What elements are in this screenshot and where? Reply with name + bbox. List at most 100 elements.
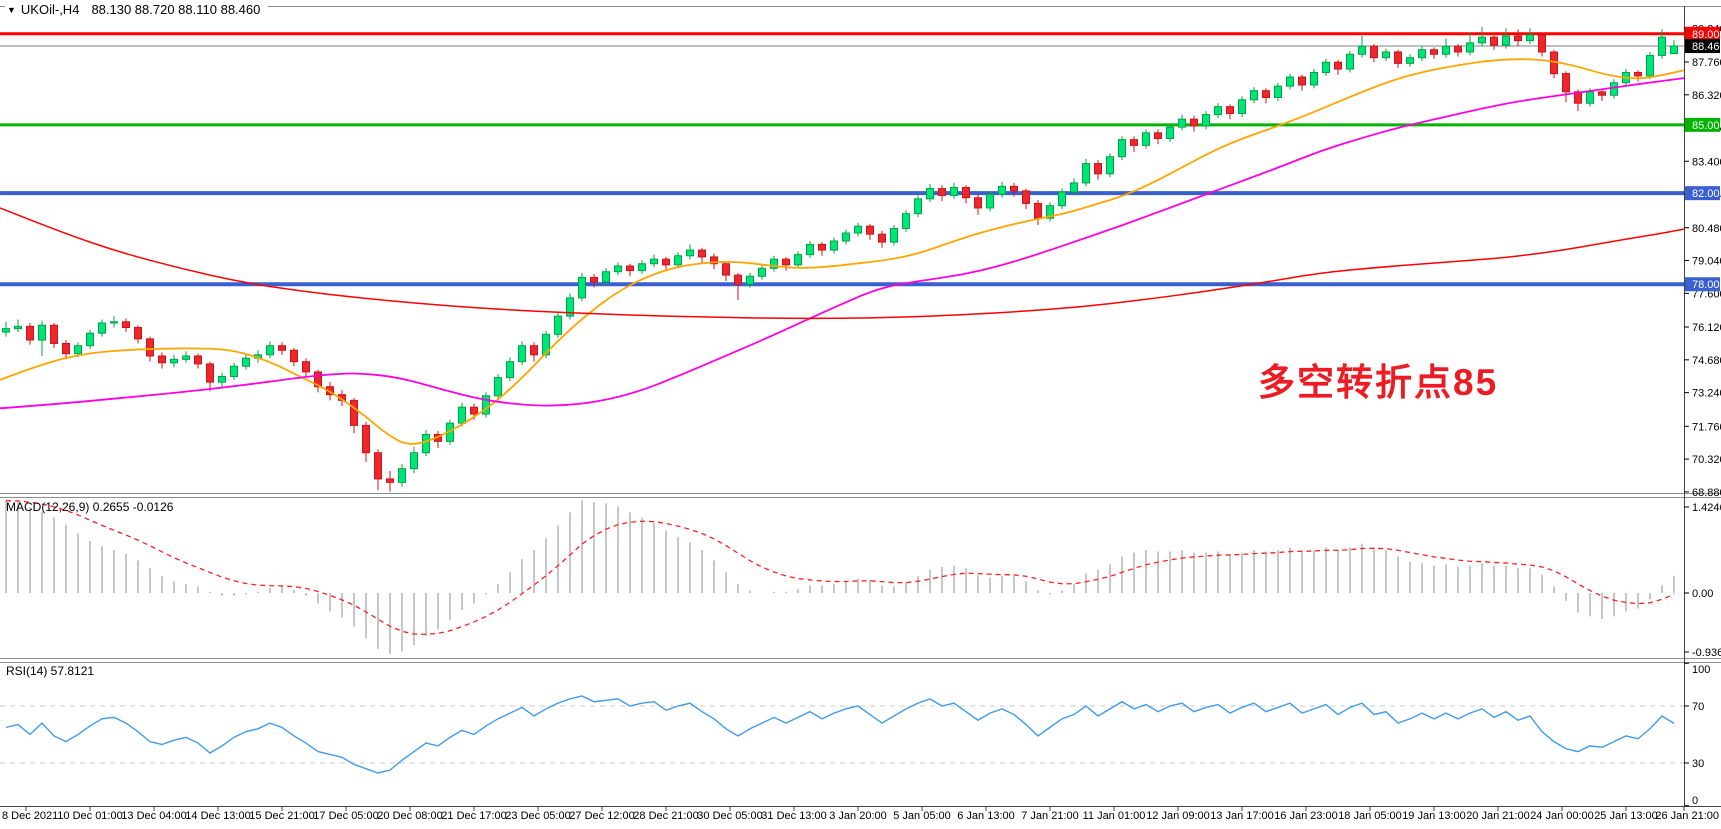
candle	[1418, 49, 1426, 59]
candle	[1142, 132, 1150, 146]
candle	[1166, 126, 1174, 140]
svg-text:30 Dec 05:00: 30 Dec 05:00	[697, 810, 762, 822]
candle	[662, 258, 670, 266]
svg-text:17 Dec 05:00: 17 Dec 05:00	[313, 810, 378, 822]
candle	[1358, 45, 1366, 55]
candle	[1082, 163, 1090, 184]
candle	[1058, 191, 1066, 207]
candle	[1610, 82, 1618, 96]
svg-text:80.480: 80.480	[1692, 223, 1721, 235]
candle	[62, 342, 70, 355]
svg-text:18 Jan 05:00: 18 Jan 05:00	[1338, 810, 1402, 822]
candlestick-series	[2, 26, 1678, 492]
ma-fast-line	[0, 58, 1685, 445]
candle	[530, 345, 538, 356]
candle	[1214, 106, 1222, 116]
candle	[98, 322, 106, 334]
candle	[242, 357, 250, 367]
candle	[86, 332, 94, 347]
svg-text:86.320: 86.320	[1692, 90, 1721, 102]
candle	[266, 345, 274, 356]
candle	[1658, 36, 1666, 56]
candle	[398, 468, 406, 483]
svg-text:82.000: 82.000	[1692, 188, 1721, 200]
svg-text:20 Dec 08:00: 20 Dec 08:00	[377, 810, 442, 822]
candle	[1070, 182, 1078, 193]
svg-text:5 Jan 05:00: 5 Jan 05:00	[893, 810, 951, 822]
candle	[1154, 132, 1162, 140]
candle	[518, 345, 526, 363]
candle	[698, 249, 706, 258]
candle	[170, 358, 178, 364]
svg-text:68.880: 68.880	[1692, 487, 1721, 499]
candle	[1094, 163, 1102, 175]
candle	[1334, 61, 1342, 70]
candle	[26, 325, 34, 341]
chart-annotation-text: 多空转折点85	[1258, 362, 1499, 403]
candle	[1250, 90, 1258, 101]
candle	[218, 375, 226, 383]
candle	[974, 197, 982, 209]
svg-text:0: 0	[1692, 795, 1698, 807]
candle	[1010, 185, 1018, 192]
candle	[1298, 76, 1306, 86]
candle	[1346, 53, 1354, 70]
candle	[1514, 35, 1522, 42]
candle	[146, 338, 154, 357]
svg-text:1.4246: 1.4246	[1692, 502, 1721, 514]
svg-text:14 Dec 13:00: 14 Dec 13:00	[185, 810, 250, 822]
candle	[134, 326, 142, 340]
candle	[914, 198, 922, 215]
svg-text:70.320: 70.320	[1692, 454, 1721, 466]
candle	[638, 263, 646, 272]
svg-text:27 Dec 12:00: 27 Dec 12:00	[569, 810, 634, 822]
candle	[410, 452, 418, 470]
candle	[1478, 36, 1486, 44]
svg-text:31 Dec 13:00: 31 Dec 13:00	[761, 810, 826, 822]
svg-text:15 Dec 21:00: 15 Dec 21:00	[249, 810, 314, 822]
svg-text:20 Jan 21:00: 20 Jan 21:00	[1466, 810, 1530, 822]
svg-text:8 Dec 2021: 8 Dec 2021	[2, 810, 58, 822]
candle	[74, 345, 82, 355]
candle	[122, 321, 130, 328]
candle	[578, 276, 586, 299]
svg-text:19 Jan 13:00: 19 Jan 13:00	[1402, 810, 1466, 822]
svg-text:11 Jan 01:00: 11 Jan 01:00	[1083, 810, 1146, 822]
candle	[1310, 71, 1318, 86]
candle	[1262, 90, 1270, 99]
symbol-timeframe-label: UKOil-,H4	[20, 2, 80, 17]
candle	[1022, 190, 1030, 204]
candle	[830, 240, 838, 251]
candle	[1106, 156, 1114, 175]
candle	[422, 434, 430, 454]
candle	[194, 355, 202, 365]
candle	[710, 256, 718, 265]
candle	[206, 363, 214, 383]
candle	[1034, 202, 1042, 219]
candle	[854, 225, 862, 234]
svg-text:73.240: 73.240	[1692, 388, 1721, 400]
candle	[590, 276, 598, 283]
candle	[1538, 34, 1546, 53]
candle	[818, 243, 826, 251]
svg-text:76.120: 76.120	[1692, 322, 1721, 334]
symbol-dropdown-icon[interactable]: ▼	[7, 5, 16, 15]
candle	[1046, 205, 1054, 219]
svg-text:87.760: 87.760	[1692, 57, 1721, 69]
svg-text:3 Jan 20:00: 3 Jan 20:00	[829, 810, 887, 822]
candle	[1238, 99, 1246, 114]
candle	[722, 263, 730, 276]
candle	[950, 186, 958, 196]
svg-text:79.040: 79.040	[1692, 256, 1721, 268]
candle	[50, 324, 58, 344]
candle	[1322, 61, 1330, 73]
candle	[182, 355, 190, 360]
candle	[650, 258, 658, 265]
candle	[1466, 42, 1474, 53]
price-axis: 89.24087.76086.32084.88083.40081.96080.4…	[1684, 23, 1721, 499]
candle	[986, 193, 994, 209]
svg-text:6 Jan 13:00: 6 Jan 13:00	[957, 810, 1015, 822]
svg-text:74.680: 74.680	[1692, 355, 1721, 367]
